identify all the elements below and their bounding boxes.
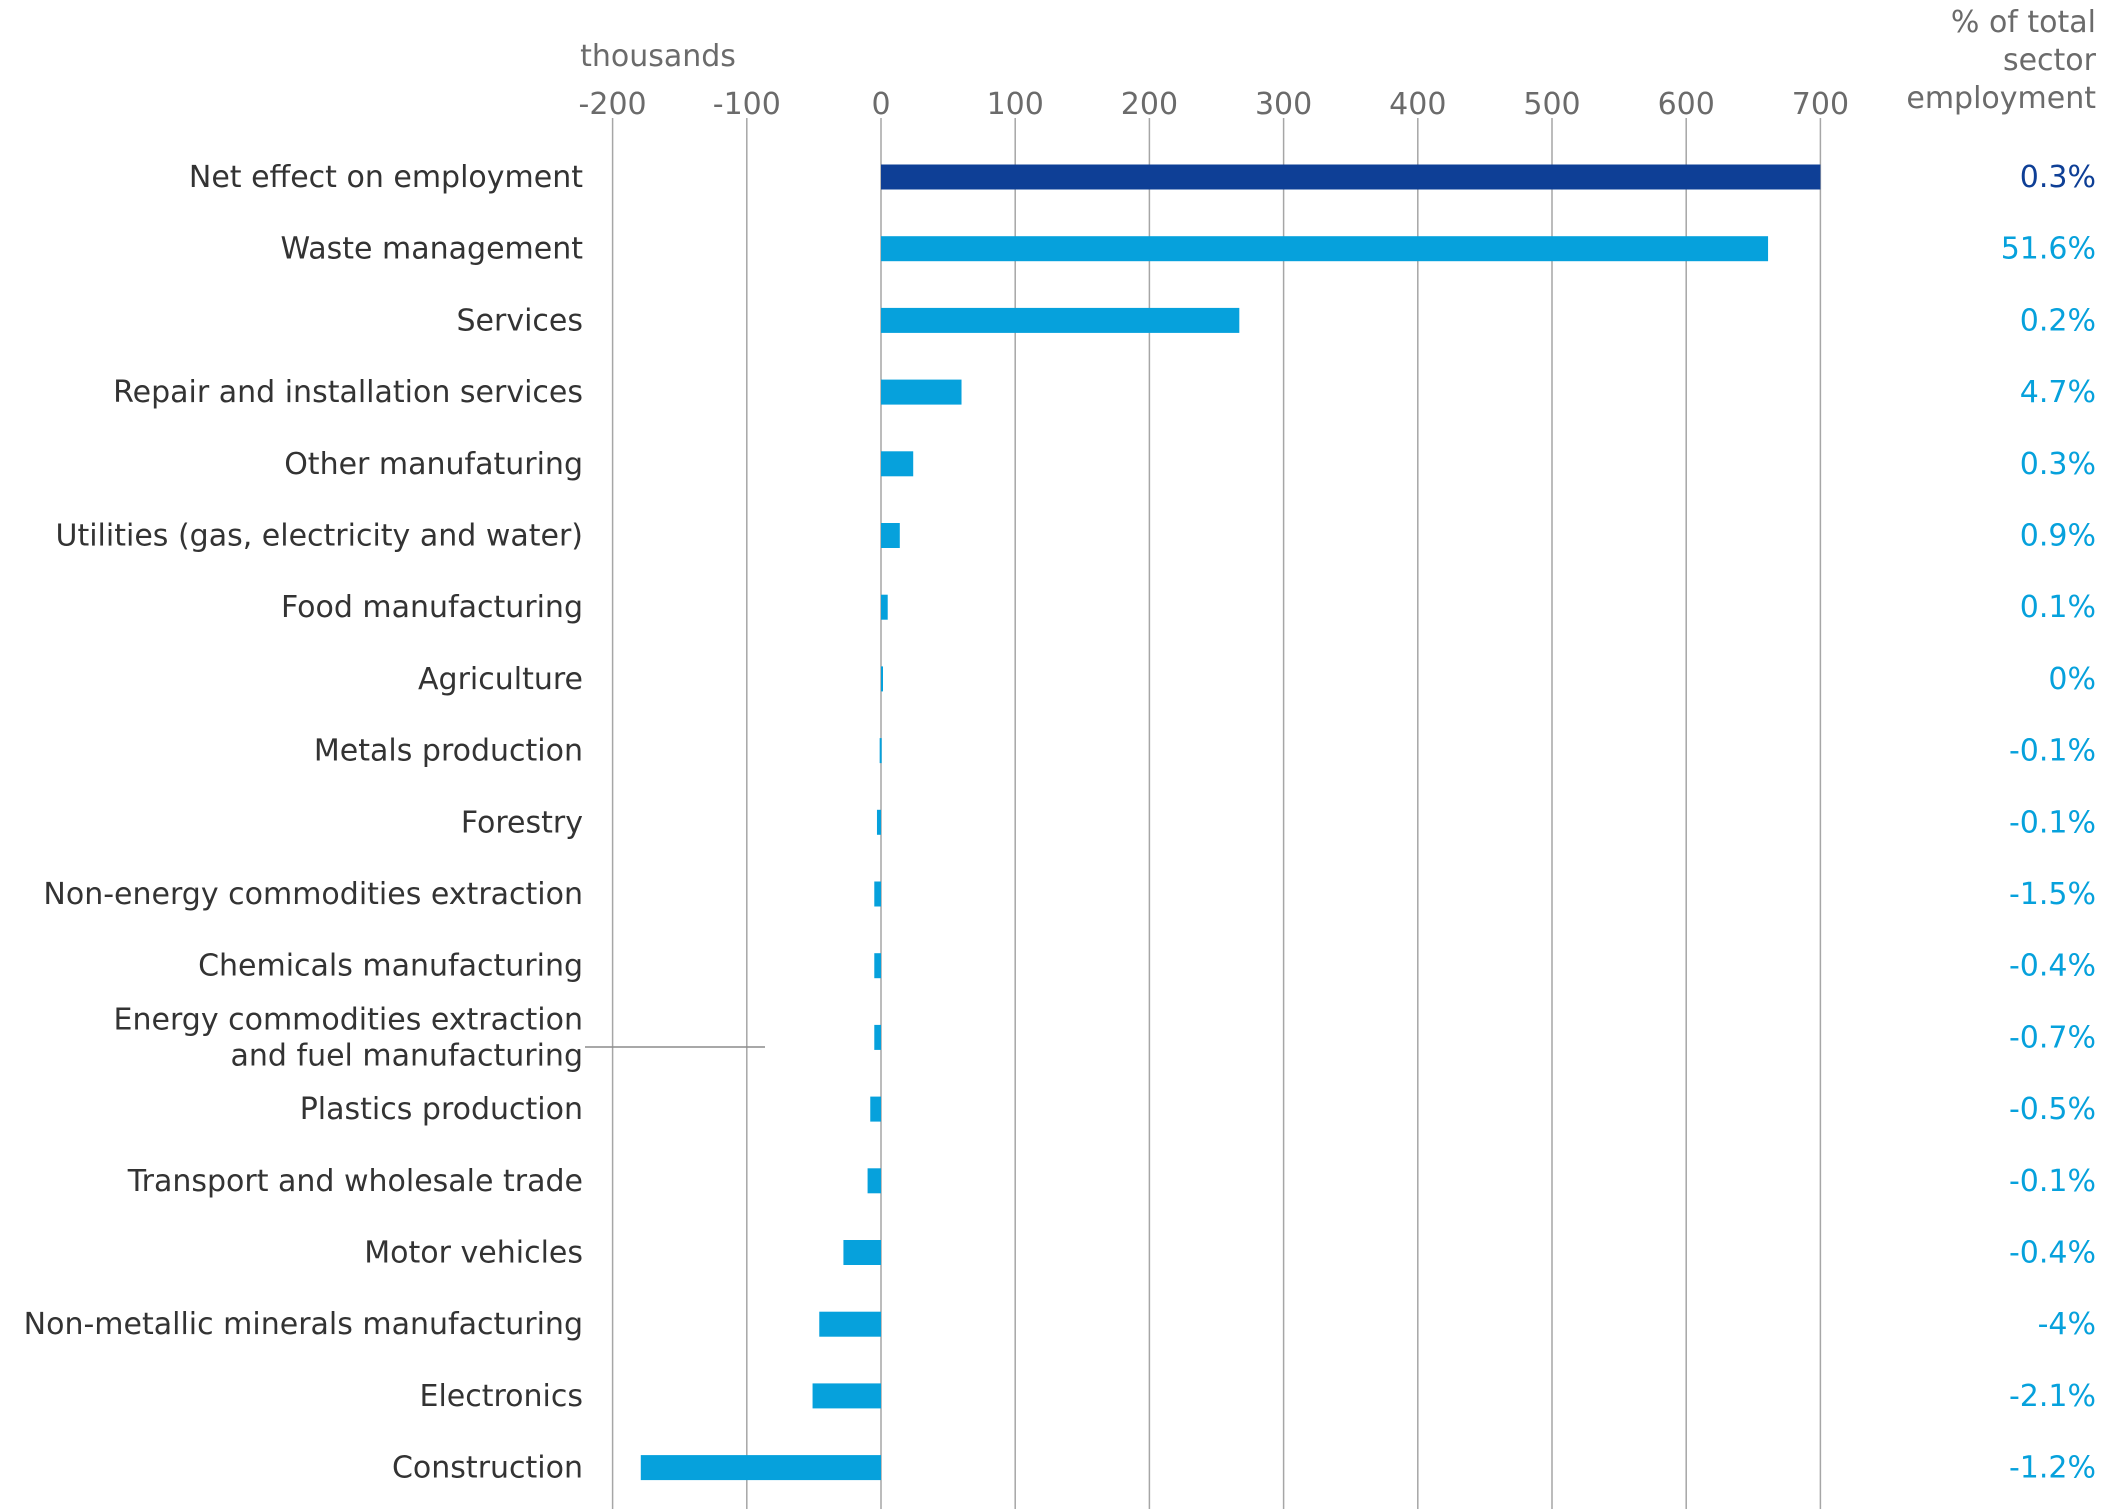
category-label: Metals production [314, 734, 583, 769]
pct-label: -0.1% [2009, 805, 2096, 840]
x-tick-label: -200 [579, 87, 647, 122]
category-label: Food manufacturing [281, 590, 583, 625]
bar [879, 738, 882, 764]
category-label: Chemicals manufacturing [198, 949, 583, 984]
bar [881, 379, 962, 405]
gridlines [611, 118, 1822, 1509]
pct-labels: 0.3% 51.6% 0.2% 4.7% 0.3% 0.9% 0.1% 0% -0.1% -0.1… [2001, 160, 2096, 1486]
category-label: Electronics [419, 1379, 583, 1414]
pct-label: 0.2% [2020, 303, 2096, 338]
pct-label: -2.1% [2009, 1379, 2096, 1414]
bar [867, 1168, 881, 1194]
category-label: Services [456, 303, 583, 338]
pct-label: 0% [2048, 662, 2096, 697]
bar [812, 1383, 881, 1409]
pct-header-line-3: employment [1906, 81, 2096, 116]
bar [881, 666, 883, 692]
pct-label: 4.7% [2020, 375, 2096, 410]
pct-label: 0.9% [2020, 519, 2096, 554]
x-tick-label: -100 [713, 87, 781, 122]
bar [881, 451, 914, 477]
bar [870, 1096, 881, 1122]
pct-label: 0.1% [2020, 590, 2096, 625]
category-label: Non-energy commodities extraction [43, 877, 583, 912]
category-label: Waste management [281, 232, 584, 267]
x-tick-label: 700 [1792, 87, 1849, 122]
x-tick-labels: -200 -100 0 100 200 300 400 500 600 700 [579, 87, 1849, 122]
category-label: Plastics production [300, 1092, 583, 1127]
bar [881, 523, 900, 548]
bar [876, 809, 881, 835]
pct-header-line-1: % of total [1951, 5, 2096, 40]
pct-header-line-2: sector [2003, 43, 2097, 78]
x-tick-label: 300 [1255, 87, 1312, 122]
pct-label: -0.4% [2009, 1236, 2096, 1271]
x-tick-label: 400 [1389, 87, 1446, 122]
category-label: Construction [392, 1451, 583, 1486]
pct-label: 51.6% [2001, 232, 2096, 267]
bar [881, 164, 1821, 190]
bars [640, 164, 1821, 1481]
x-tick-label: 0 [871, 87, 890, 122]
pct-label: -1.2% [2009, 1451, 2096, 1486]
category-label: Agriculture [418, 662, 583, 697]
pct-label: -0.1% [2009, 1164, 2096, 1199]
bar [874, 953, 881, 979]
bar [881, 236, 1769, 262]
category-label: Forestry [461, 805, 583, 840]
bar [881, 594, 888, 620]
bar [640, 1455, 881, 1481]
pct-label: -0.5% [2009, 1092, 2096, 1127]
bar [874, 1024, 881, 1050]
x-tick-label: 500 [1523, 87, 1580, 122]
x-tick-label: 600 [1658, 87, 1715, 122]
category-label: Non-metallic minerals manufacturing [24, 1307, 583, 1342]
pct-label: -0.7% [2009, 1020, 2096, 1055]
pct-label: -0.4% [2009, 949, 2096, 984]
pct-label: 0.3% [2020, 447, 2096, 482]
category-label: Repair and installation services [113, 375, 583, 410]
category-label: and fuel manufacturing [231, 1038, 583, 1073]
bar [881, 307, 1240, 333]
bar [843, 1240, 881, 1265]
category-labels: Net effect on employment Waste management… [24, 160, 584, 1486]
pct-label: -0.1% [2009, 734, 2096, 769]
category-label: Motor vehicles [364, 1236, 583, 1271]
category-label: Utilities (gas, electricity and water) [56, 519, 584, 554]
pct-label: -1.5% [2009, 877, 2096, 912]
x-axis-unit-label: thousands [580, 39, 736, 74]
x-tick-label: 100 [987, 87, 1044, 122]
category-label: Transport and wholesale trade [127, 1164, 583, 1199]
pct-label: 0.3% [2020, 160, 2096, 195]
category-label: Other manufaturing [284, 447, 583, 482]
pct-label: -4% [2038, 1307, 2096, 1342]
category-label: Energy commodities extraction [114, 1002, 583, 1037]
x-tick-label: 200 [1121, 87, 1178, 122]
bar [819, 1311, 881, 1337]
category-label: Net effect on employment [189, 160, 583, 195]
bar [874, 881, 881, 907]
